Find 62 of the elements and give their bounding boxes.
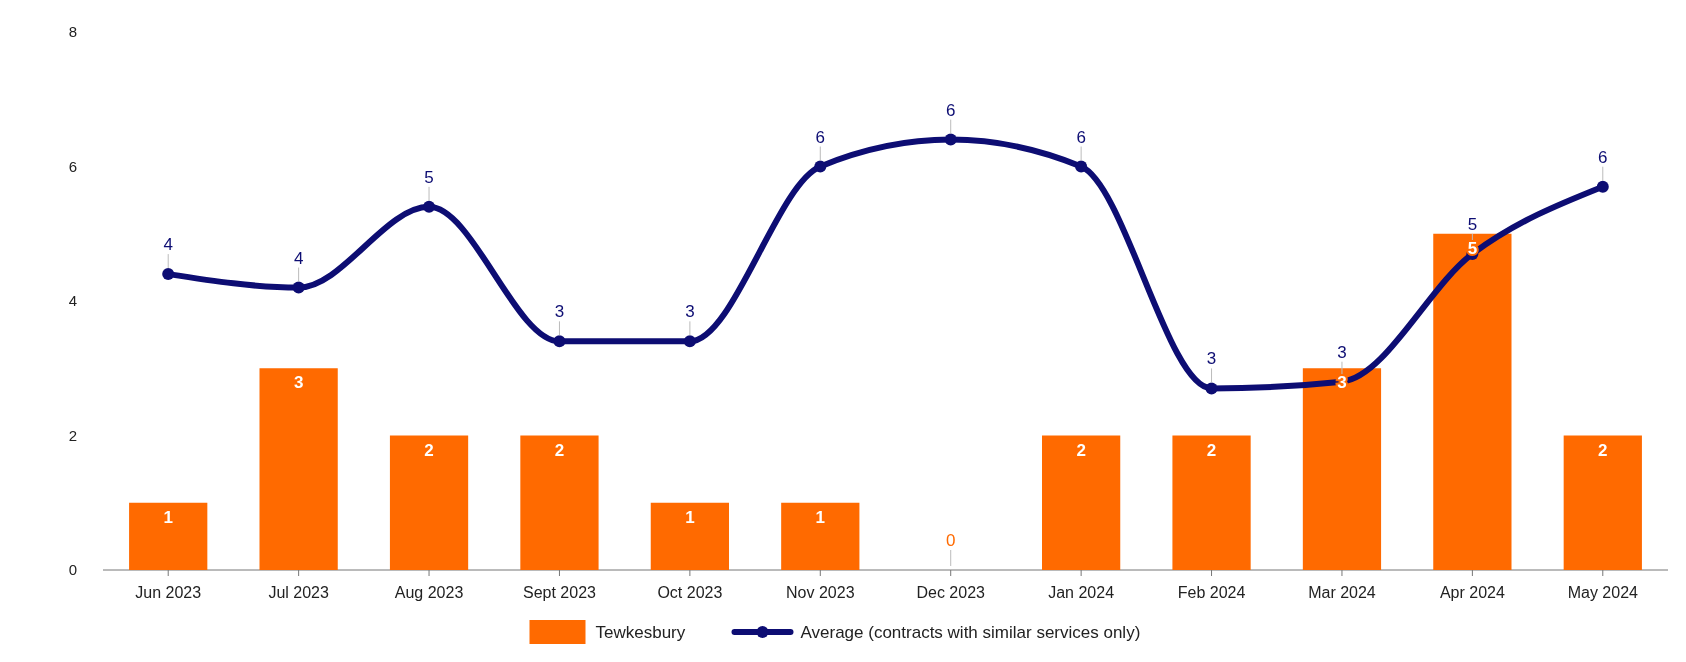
point	[162, 268, 175, 281]
data-label: 3	[293, 373, 304, 393]
x-tick-label: May 2024	[1567, 584, 1639, 601]
data-label: 2	[1598, 440, 1608, 460]
data-label: 2	[1076, 440, 1086, 460]
data-label: 1	[815, 507, 826, 527]
point	[683, 335, 696, 348]
x-tick-label: Nov 2023	[786, 584, 855, 601]
bar	[1563, 435, 1642, 570]
bar	[259, 368, 338, 570]
y-tick-label: 4	[68, 292, 78, 309]
point	[944, 133, 957, 146]
bar	[1302, 368, 1382, 570]
x-tick-label: Dec 2023	[916, 584, 986, 601]
point	[1596, 180, 1609, 193]
data-label: 3	[1206, 349, 1217, 369]
data-label: 5	[1467, 214, 1478, 234]
data-label: 6	[1598, 147, 1608, 167]
bar	[520, 435, 599, 570]
y-tick-label: 0	[68, 561, 78, 578]
bar	[1433, 233, 1512, 570]
x-tick-label: Jun 2023	[135, 584, 202, 601]
data-label: 5	[424, 167, 434, 187]
data-label: 3	[554, 302, 565, 322]
bar	[650, 502, 729, 570]
x-tick-label: Jul 2023	[268, 584, 329, 601]
data-label: 2	[1206, 440, 1217, 460]
bar	[1172, 435, 1251, 570]
x-tick-label: Apr 2024	[1439, 584, 1505, 601]
data-label: 4	[293, 248, 304, 268]
bar	[389, 435, 469, 570]
point	[292, 281, 305, 294]
y-tick-label: 2	[68, 426, 78, 444]
point	[553, 335, 566, 348]
data-label: 3	[1337, 342, 1347, 362]
data-label: 0	[945, 531, 956, 550]
y-tick-label: 8	[68, 23, 78, 40]
x-tick-label: Sept 2023	[522, 584, 597, 601]
data-label: 2	[424, 440, 434, 460]
data-label: 1	[163, 507, 173, 527]
data-label: 6	[815, 127, 826, 147]
y-tick-label: 6	[68, 157, 78, 175]
point	[814, 160, 827, 173]
legend-label: Tewkesbury	[595, 623, 686, 642]
data-label: 1	[685, 507, 695, 527]
data-label: 3	[685, 302, 695, 322]
bar	[781, 502, 860, 570]
bar	[1042, 435, 1121, 570]
point	[423, 200, 436, 213]
data-label: 2	[554, 440, 565, 460]
x-tick-label: Jan 2024	[1048, 584, 1115, 601]
x-tick-label: Aug 2023	[394, 584, 464, 601]
bar	[129, 502, 208, 570]
data-label: 6	[945, 100, 956, 120]
data-label: 4	[163, 235, 173, 255]
point	[1205, 382, 1218, 395]
data-label: 6	[1076, 127, 1086, 147]
x-tick-label: Oct 2023	[657, 584, 723, 601]
x-tick-label: Mar 2024	[1308, 584, 1376, 601]
legend-label: Average (contracts with similar services only)	[800, 623, 1141, 642]
x-tick-label: Feb 2024	[1177, 584, 1246, 601]
point	[1075, 160, 1088, 173]
